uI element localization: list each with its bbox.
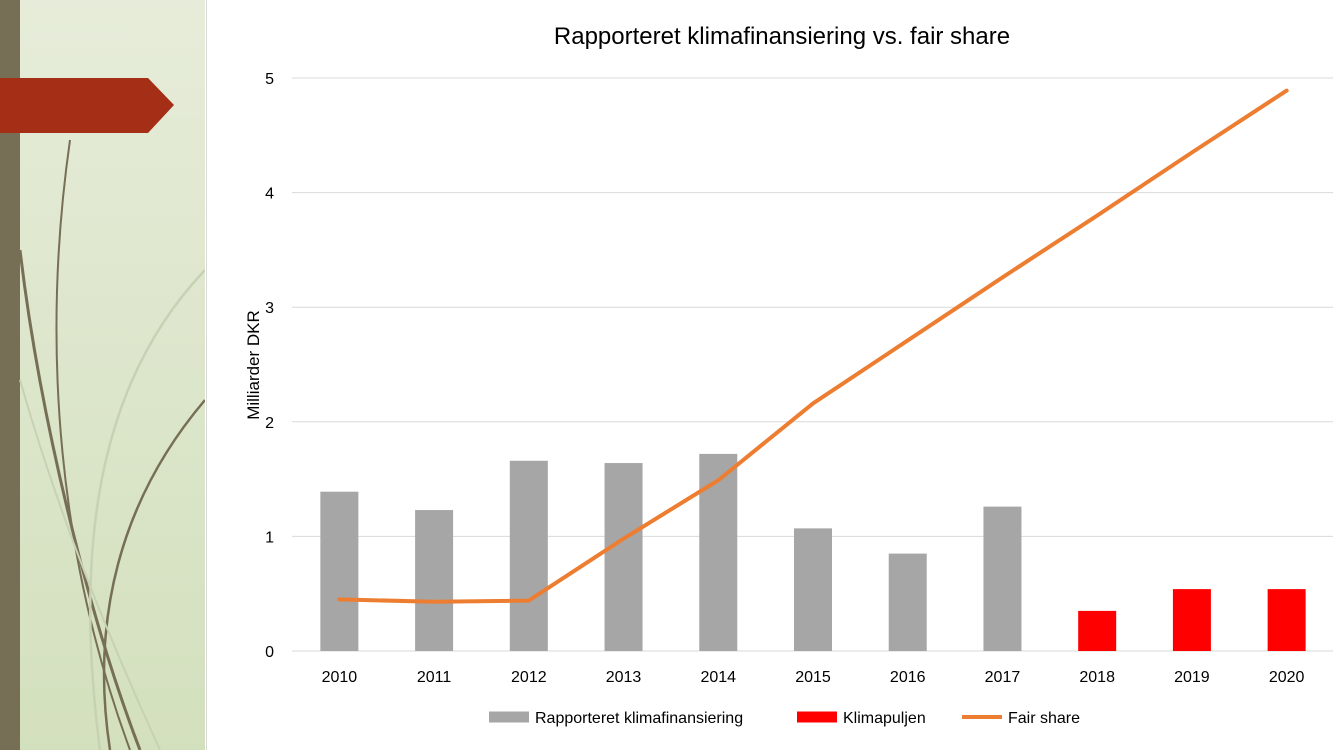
y-tick-label: 3 bbox=[265, 300, 274, 317]
legend-item-klimapuljen: Klimapuljen bbox=[797, 710, 926, 727]
chart-title: Rapporteret klimafinansiering vs. fair s… bbox=[554, 23, 1010, 50]
line-series bbox=[337, 88, 1289, 604]
bar-rapporteret-klimafinansiering-2016 bbox=[888, 553, 927, 651]
bar-rapporteret-klimafinansiering-2015 bbox=[794, 528, 832, 651]
bar-klimapuljen-2019 bbox=[1172, 589, 1211, 651]
y-tick-label: 2 bbox=[265, 415, 274, 432]
y-tick-label: 0 bbox=[265, 644, 274, 661]
x-tick-label: 2010 bbox=[322, 669, 358, 686]
legend-swatch bbox=[962, 715, 1002, 719]
x-tick-label: 2016 bbox=[890, 669, 926, 686]
x-tick-label: 2012 bbox=[511, 669, 547, 686]
legend: Rapporteret klimafinansiering Klimapuljen… bbox=[489, 710, 1080, 727]
chart-panel: Rapporteret klimafinansiering vs. fair s… bbox=[206, 0, 1333, 750]
bar-rapporteret-klimafinansiering-2012 bbox=[509, 460, 548, 651]
decor-bar bbox=[0, 0, 20, 750]
legend-swatch bbox=[797, 711, 837, 723]
bar-rapporteret-klimafinansiering-2011 bbox=[415, 510, 454, 651]
x-tick-label: 2018 bbox=[1079, 669, 1115, 686]
slide-decoration bbox=[0, 0, 205, 750]
legend-swatch bbox=[489, 711, 529, 723]
legend-item-rapporteret-klimafinansiering: Rapporteret klimafinansiering bbox=[489, 710, 743, 727]
bar-klimapuljen-2018 bbox=[1078, 610, 1117, 651]
bar-rapporteret-klimafinansiering-2013 bbox=[604, 463, 643, 651]
x-tick-label: 2017 bbox=[985, 669, 1021, 686]
y-tick-label: 5 bbox=[265, 71, 274, 88]
x-axis-ticks: 2010 2011 2012 2013 2014 2015 2016 2017 2018 2019… bbox=[322, 669, 1305, 686]
line-fair-share bbox=[337, 88, 1289, 604]
legend-item-fair-share: Fair share bbox=[962, 710, 1080, 727]
x-tick-label: 2014 bbox=[700, 669, 736, 686]
x-tick-label: 2019 bbox=[1174, 669, 1210, 686]
legend-label: Rapporteret klimafinansiering bbox=[535, 710, 743, 727]
legend-label: Fair share bbox=[1008, 710, 1080, 727]
y-tick-label: 1 bbox=[265, 529, 274, 546]
y-axis-ticks: 0 1 2 3 4 5 bbox=[265, 71, 274, 661]
y-tick-label: 4 bbox=[265, 186, 274, 203]
bar-rapporteret-klimafinansiering-2014 bbox=[699, 453, 738, 651]
x-tick-label: 2013 bbox=[606, 669, 642, 686]
bar-rapporteret-klimafinansiering-2017 bbox=[983, 506, 1022, 651]
bar-rapporteret-klimafinansiering-2010 bbox=[320, 491, 359, 651]
y-axis-label: Milliarder DKR bbox=[244, 310, 263, 420]
legend-label: Klimapuljen bbox=[843, 710, 926, 727]
decor-arrow bbox=[0, 78, 174, 133]
x-tick-label: 2015 bbox=[795, 669, 831, 686]
x-tick-label: 2011 bbox=[417, 669, 452, 686]
x-tick-label: 2020 bbox=[1269, 669, 1305, 686]
chart: Rapporteret klimafinansiering vs. fair s… bbox=[244, 23, 1333, 727]
bar-klimapuljen-2020 bbox=[1267, 589, 1306, 651]
bars bbox=[320, 453, 1306, 651]
